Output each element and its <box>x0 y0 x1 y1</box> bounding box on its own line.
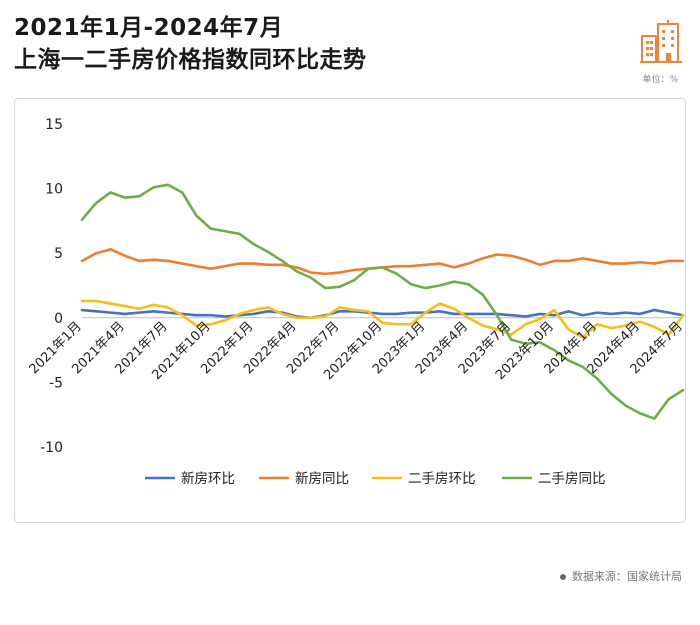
series-line-second_mom <box>80 299 685 339</box>
source-text: 数据来源：国家统计局 <box>572 570 682 583</box>
series-line-second_yoy <box>80 183 685 420</box>
title-line-2: 上海一二手房价格指数同环比走势 <box>14 47 367 73</box>
chart-panel <box>14 98 686 523</box>
y-tick-label: 5 <box>54 246 63 262</box>
legend-label: 二手房同比 <box>538 471 606 487</box>
y-tick-label: -10 <box>40 440 63 456</box>
legend-label: 新房环比 <box>181 471 235 487</box>
series-line-new_yoy <box>80 248 685 276</box>
y-tick-label: 10 <box>45 182 63 198</box>
source-note: 数据来源：国家统计局 <box>560 568 682 584</box>
bullet-icon <box>560 574 566 580</box>
title-line-1: 2021年1月-2024年7月 <box>14 15 284 41</box>
y-tick-label: 15 <box>45 117 63 133</box>
unit-label: 单位：% <box>642 75 678 85</box>
y-tick-label: -5 <box>49 375 63 391</box>
y-tick-label: 0 <box>54 311 63 327</box>
legend-label: 新房同比 <box>295 471 349 487</box>
legend-label: 二手房环比 <box>408 471 476 487</box>
building-logo-icon <box>640 20 682 63</box>
